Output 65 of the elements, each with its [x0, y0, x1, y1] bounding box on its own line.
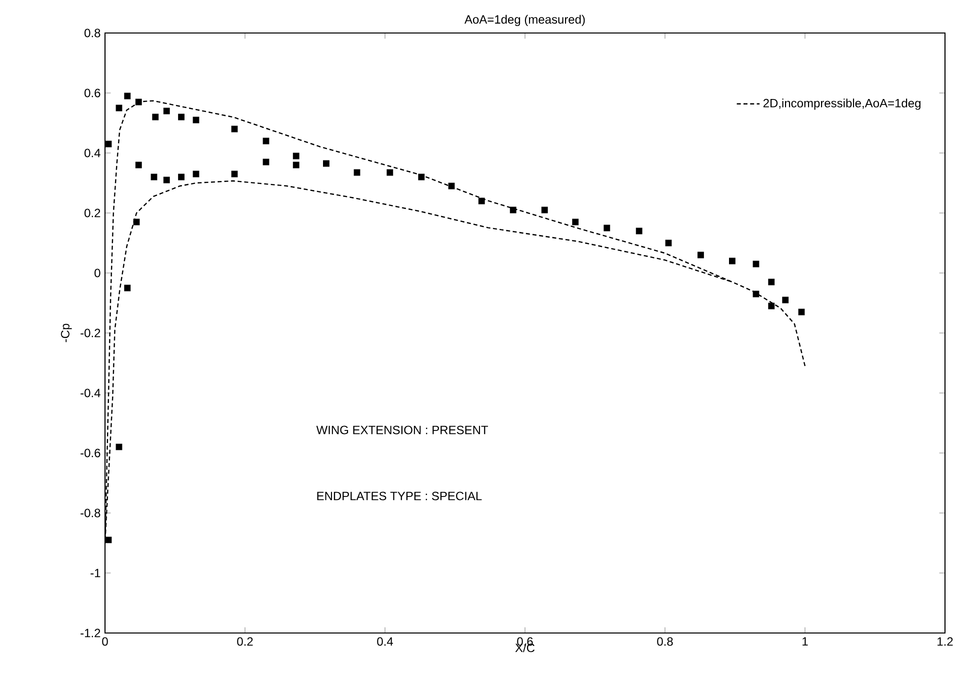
point — [124, 92, 131, 100]
legend-label: 2D,incompressible,AoA=1deg — [763, 98, 920, 110]
point — [262, 158, 270, 166]
point — [124, 284, 131, 292]
point — [572, 218, 579, 226]
point — [192, 116, 200, 124]
point — [262, 138, 270, 144]
point — [133, 218, 140, 226]
point — [665, 240, 672, 246]
y-tick-label: -0.8 — [80, 508, 100, 518]
point — [150, 174, 158, 180]
point — [354, 169, 360, 176]
point — [697, 252, 704, 258]
point — [386, 169, 394, 176]
y-tick-label: -0.4 — [80, 388, 100, 398]
annotation: ENDPLATES TYPE : SPECIAL — [317, 492, 482, 500]
point — [782, 296, 789, 304]
point — [604, 224, 610, 232]
point — [178, 174, 185, 180]
y-tick-label: -1.2 — [80, 628, 100, 638]
y-axis-title: -Cp — [60, 324, 72, 342]
point — [163, 108, 170, 114]
point — [478, 198, 485, 204]
y-tick-label: -1 — [90, 568, 100, 578]
point — [178, 114, 185, 120]
point — [752, 260, 760, 268]
point — [292, 162, 300, 168]
x-tick-label: 0.4 — [377, 637, 393, 646]
annotation: WING EXTENSION : PRESENT — [316, 426, 488, 434]
point — [231, 170, 238, 178]
point — [636, 228, 642, 234]
point — [105, 536, 112, 544]
point — [192, 170, 200, 178]
point — [323, 160, 330, 167]
chart-title: AoA=1deg (measured) — [464, 14, 585, 26]
point — [541, 206, 548, 214]
point — [418, 174, 425, 180]
point — [135, 162, 142, 168]
point — [752, 290, 760, 298]
y-tick-label: -0.2 — [80, 328, 100, 338]
point — [116, 104, 122, 112]
point — [448, 182, 455, 190]
point — [292, 152, 300, 160]
point — [116, 444, 122, 450]
point — [798, 308, 805, 316]
y-tick-label: 0.6 — [84, 88, 100, 98]
x-tick-label: 0.8 — [657, 637, 673, 646]
point — [105, 140, 112, 148]
x-tick-label: 0.2 — [237, 637, 253, 646]
point — [768, 278, 775, 286]
point — [728, 258, 736, 264]
point — [163, 176, 170, 184]
y-tick-label: 0 — [94, 268, 100, 278]
x-tick-label: 1 — [802, 637, 808, 646]
y-tick-label: 0.8 — [84, 28, 100, 38]
point — [510, 206, 516, 214]
point — [135, 98, 142, 106]
x-tick-label: 0 — [102, 637, 108, 646]
y-tick-label: -0.6 — [80, 448, 100, 458]
point — [768, 302, 775, 310]
y-tick-label: 0.2 — [84, 208, 100, 218]
point — [152, 114, 159, 120]
x-tick-label: 1.2 — [938, 637, 953, 646]
point — [231, 126, 238, 132]
y-tick-label: 0.4 — [84, 148, 100, 158]
